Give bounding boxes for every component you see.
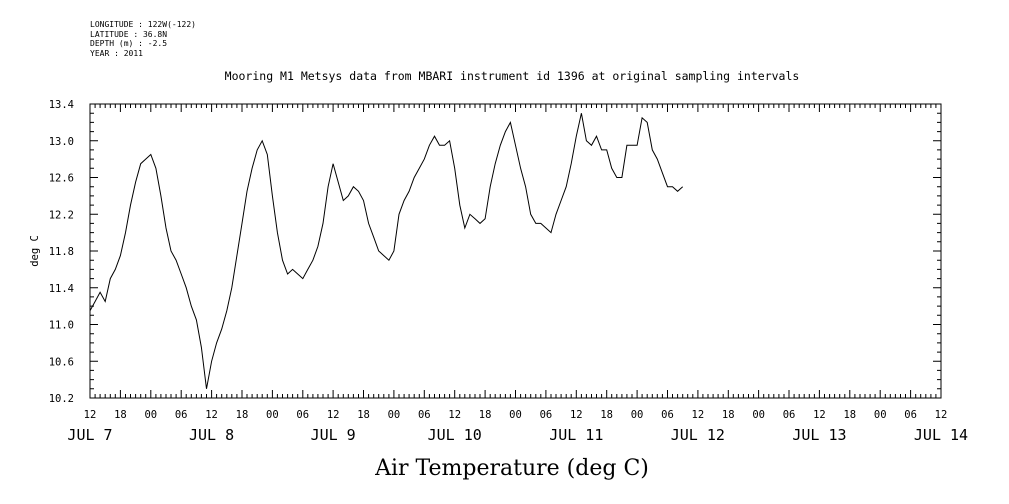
- x-tick-label: 12: [692, 409, 705, 421]
- x-tick-label: 12: [570, 409, 583, 421]
- x-tick-label: 06: [904, 409, 917, 421]
- y-tick-label: 11.0: [49, 320, 74, 332]
- x-tick-label: 06: [175, 409, 188, 421]
- day-label: JUL 10: [428, 426, 482, 444]
- x-tick-label: 06: [661, 409, 674, 421]
- day-label: JUL 7: [67, 426, 112, 444]
- day-label: JUL 9: [311, 426, 356, 444]
- day-labels: JUL 7 JUL 8 JUL 9 JUL 10 JUL 11 JUL 12 JUL 13 J…: [67, 426, 968, 444]
- longitude-text: LONGITUDE : 122W(-122): [90, 20, 196, 29]
- x-tick-label: 00: [874, 409, 887, 421]
- x-tick-label: 00: [509, 409, 522, 421]
- x-tick-label: 18: [236, 409, 249, 421]
- depth-text: DEPTH (m) : -2.5: [90, 39, 168, 48]
- x-tick-label: 18: [843, 409, 856, 421]
- y-tick-label: 11.8: [49, 246, 74, 258]
- x-tick-label: 00: [752, 409, 765, 421]
- x-tick-label: 12: [205, 409, 218, 421]
- x-tick-label: 00: [388, 409, 401, 421]
- x-tick-labels: 12 18 00 06 12 18 00 06 12 18 00 06 12 18 00 06 12 18 00 06…: [84, 409, 948, 421]
- x-tick-label: 12: [813, 409, 826, 421]
- day-label: JUL 14: [914, 426, 968, 444]
- x-tick-label: 12: [327, 409, 340, 421]
- x-tick-label: 18: [479, 409, 492, 421]
- air-temperature-series-line: [89, 113, 684, 389]
- plot-frame: [89, 103, 942, 399]
- tick-marks: [89, 103, 942, 399]
- y-tick-label: 12.2: [49, 209, 74, 221]
- day-label: JUL 11: [549, 426, 603, 444]
- x-axis-label: Air Temperature (deg C): [374, 456, 649, 481]
- y-tick-label: 11.4: [49, 283, 74, 295]
- x-tick-label: 06: [540, 409, 553, 421]
- day-label: JUL 12: [671, 426, 725, 444]
- x-tick-label: 12: [448, 409, 461, 421]
- year-text: YEAR : 2011: [90, 48, 143, 58]
- x-tick-label: 06: [418, 409, 431, 421]
- x-tick-label: 18: [722, 409, 735, 421]
- x-tick-label: 18: [600, 409, 613, 421]
- axis-ticks: [89, 103, 942, 399]
- y-tick-label: 10.2: [49, 393, 74, 405]
- x-tick-label: 18: [357, 409, 370, 421]
- x-tick-label: 06: [783, 409, 796, 421]
- y-tick-label: 10.6: [49, 356, 74, 368]
- x-tick-label: 12: [84, 409, 97, 421]
- x-tick-label: 00: [266, 409, 279, 421]
- y-tick-labels: 10.2 10.6 11.0 11.4 11.8 12.2 12.6 13.0 13.4: [49, 99, 74, 405]
- chart-title: Mooring M1 Metsys data from MBARI instru…: [225, 69, 800, 83]
- x-tick-label: 00: [631, 409, 644, 421]
- x-tick-label: 06: [296, 409, 309, 421]
- y-tick-label: 13.0: [49, 136, 74, 148]
- x-tick-label: 12: [935, 409, 948, 421]
- day-label: JUL 8: [189, 426, 234, 444]
- x-tick-label: 18: [114, 409, 127, 421]
- y-axis-label: deg C: [29, 235, 41, 267]
- y-tick-label: 13.4: [49, 99, 74, 111]
- y-tick-label: 12.6: [49, 173, 74, 185]
- metadata-header: LONGITUDE : 122W(-122) LATITUDE : 36.8N …: [90, 20, 196, 58]
- latitude-text: LATITUDE : 36.8N: [90, 29, 168, 39]
- day-label: JUL 13: [792, 426, 846, 444]
- x-tick-label: 00: [144, 409, 157, 421]
